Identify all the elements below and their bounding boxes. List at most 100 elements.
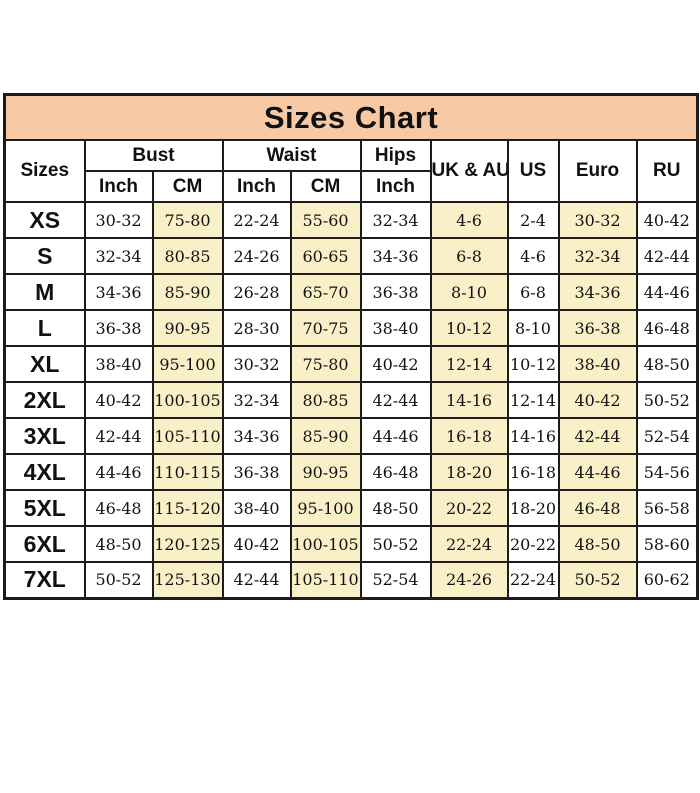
cell-waist-cm: 75-80 bbox=[289, 345, 362, 383]
header-row-2: Inch CM Inch CM Inch bbox=[5, 170, 698, 203]
cell-uk-au: 22-24 bbox=[429, 525, 509, 563]
cell-euro: 42-44 bbox=[557, 417, 638, 455]
cell-uk-au: 6-8 bbox=[429, 237, 509, 275]
cell-us: 8-10 bbox=[506, 309, 560, 347]
cell-waist-inch: 24-26 bbox=[221, 237, 292, 275]
cell-hips-inch: 38-40 bbox=[359, 309, 432, 347]
cell-euro: 50-52 bbox=[557, 561, 638, 599]
size-label: L bbox=[3, 309, 86, 347]
cell-us: 18-20 bbox=[506, 489, 560, 527]
cell-bust-cm: 120-125 bbox=[151, 525, 224, 563]
cell-hips-inch: 46-48 bbox=[359, 453, 432, 491]
size-label: 4XL bbox=[3, 453, 86, 491]
cell-bust-cm: 85-90 bbox=[151, 273, 224, 311]
cell-waist-inch: 22-24 bbox=[221, 201, 292, 239]
cell-uk-au: 24-26 bbox=[429, 561, 509, 599]
cell-bust-cm: 75-80 bbox=[151, 201, 224, 239]
cell-ru: 52-54 bbox=[635, 417, 699, 455]
cell-hips-inch: 36-38 bbox=[359, 273, 432, 311]
cell-bust-inch: 34-36 bbox=[83, 273, 154, 311]
cell-euro: 40-42 bbox=[557, 381, 638, 419]
cell-bust-inch: 42-44 bbox=[83, 417, 154, 455]
cell-bust-inch: 32-34 bbox=[83, 237, 154, 275]
cell-bust-inch: 40-42 bbox=[83, 381, 154, 419]
cell-ru: 46-48 bbox=[635, 309, 699, 347]
header-us: US bbox=[506, 139, 560, 203]
cell-waist-inch: 32-34 bbox=[221, 381, 292, 419]
cell-bust-cm: 125-130 bbox=[151, 561, 224, 599]
cell-bust-inch: 46-48 bbox=[83, 489, 154, 527]
size-label: 7XL bbox=[3, 561, 86, 599]
cell-us: 22-24 bbox=[506, 561, 560, 599]
cell-uk-au: 20-22 bbox=[429, 489, 509, 527]
cell-bust-inch: 36-38 bbox=[83, 309, 154, 347]
subheader-bust-cm: CM bbox=[151, 170, 224, 203]
size-label: XS bbox=[3, 201, 86, 239]
cell-euro: 36-38 bbox=[557, 309, 638, 347]
cell-us: 4-6 bbox=[506, 237, 560, 275]
cell-ru: 42-44 bbox=[635, 237, 699, 275]
cell-us: 10-12 bbox=[506, 345, 560, 383]
header-sizes: Sizes bbox=[3, 139, 86, 203]
cell-waist-cm: 70-75 bbox=[289, 309, 362, 347]
cell-euro: 48-50 bbox=[557, 525, 638, 563]
cell-waist-inch: 42-44 bbox=[221, 561, 292, 599]
size-label: M bbox=[3, 273, 86, 311]
cell-hips-inch: 50-52 bbox=[359, 525, 432, 563]
cell-bust-inch: 30-32 bbox=[83, 201, 154, 239]
cell-ru: 48-50 bbox=[635, 345, 699, 383]
header-ru: RU bbox=[635, 139, 699, 203]
cell-waist-inch: 26-28 bbox=[221, 273, 292, 311]
cell-euro: 46-48 bbox=[557, 489, 638, 527]
cell-waist-inch: 28-30 bbox=[221, 309, 292, 347]
table-row: 6XL 48-50 120-125 40-42 100-105 50-52 22… bbox=[3, 525, 699, 563]
cell-uk-au: 12-14 bbox=[429, 345, 509, 383]
cell-waist-cm: 80-85 bbox=[289, 381, 362, 419]
table-row: 5XL 46-48 115-120 38-40 95-100 48-50 20-… bbox=[3, 489, 699, 527]
cell-waist-inch: 38-40 bbox=[221, 489, 292, 527]
cell-waist-cm: 105-110 bbox=[289, 561, 362, 599]
table-row: XS 30-32 75-80 22-24 55-60 32-34 4-6 2-4… bbox=[3, 201, 699, 239]
page-title: Sizes Chart bbox=[3, 93, 699, 141]
cell-waist-cm: 95-100 bbox=[289, 489, 362, 527]
cell-hips-inch: 34-36 bbox=[359, 237, 432, 275]
cell-euro: 30-32 bbox=[557, 201, 638, 239]
cell-waist-cm: 60-65 bbox=[289, 237, 362, 275]
cell-bust-cm: 95-100 bbox=[151, 345, 224, 383]
header-row-1: Sizes Bust Waist Hips UK & AU US Euro RU bbox=[3, 139, 699, 203]
cell-us: 20-22 bbox=[506, 525, 560, 563]
cell-bust-cm: 115-120 bbox=[151, 489, 224, 527]
size-label: 2XL bbox=[3, 381, 86, 419]
size-label: S bbox=[3, 237, 86, 275]
cell-bust-inch: 48-50 bbox=[83, 525, 154, 563]
cell-hips-inch: 32-34 bbox=[359, 201, 432, 239]
cell-waist-cm: 90-95 bbox=[289, 453, 362, 491]
header-hips: Hips bbox=[359, 139, 432, 172]
cell-bust-inch: 44-46 bbox=[83, 453, 154, 491]
cell-ru: 60-62 bbox=[635, 561, 699, 599]
cell-waist-cm: 100-105 bbox=[289, 525, 362, 563]
cell-bust-cm: 105-110 bbox=[151, 417, 224, 455]
header-waist: Waist bbox=[221, 139, 362, 172]
cell-uk-au: 10-12 bbox=[429, 309, 509, 347]
header-uk-au: UK & AU bbox=[429, 139, 509, 203]
cell-hips-inch: 52-54 bbox=[359, 561, 432, 599]
cell-us: 14-16 bbox=[506, 417, 560, 455]
cell-ru: 40-42 bbox=[635, 201, 699, 239]
cell-uk-au: 14-16 bbox=[429, 381, 509, 419]
cell-ru: 44-46 bbox=[635, 273, 699, 311]
cell-euro: 32-34 bbox=[557, 237, 638, 275]
subheader-waist-inch: Inch bbox=[221, 170, 292, 203]
cell-waist-inch: 40-42 bbox=[221, 525, 292, 563]
cell-waist-inch: 36-38 bbox=[221, 453, 292, 491]
cell-us: 16-18 bbox=[506, 453, 560, 491]
cell-ru: 56-58 bbox=[635, 489, 699, 527]
cell-waist-cm: 85-90 bbox=[289, 417, 362, 455]
table-row: 4XL 44-46 110-115 36-38 90-95 46-48 18-2… bbox=[3, 453, 699, 491]
cell-waist-inch: 30-32 bbox=[221, 345, 292, 383]
subheader-waist-cm: CM bbox=[289, 170, 362, 203]
cell-uk-au: 18-20 bbox=[429, 453, 509, 491]
cell-waist-cm: 65-70 bbox=[289, 273, 362, 311]
cell-hips-inch: 48-50 bbox=[359, 489, 432, 527]
sizes-chart-table: Sizes Chart Sizes Bust Waist Hips UK & A… bbox=[3, 93, 699, 600]
